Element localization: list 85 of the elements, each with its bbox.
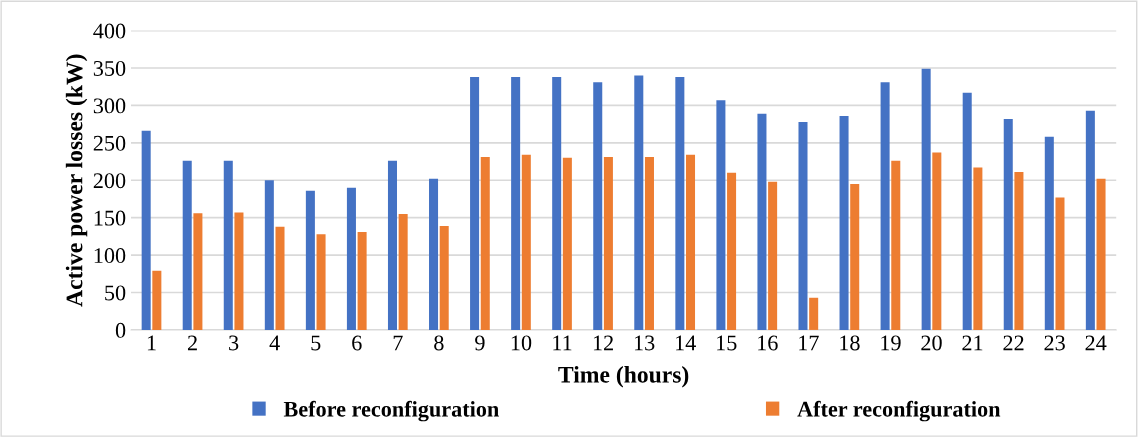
bar: [603, 157, 613, 330]
bar: [1003, 118, 1013, 330]
bar: [316, 234, 326, 330]
bar: [562, 157, 572, 330]
bar: [439, 225, 449, 330]
bar: [480, 157, 490, 330]
bar: [264, 180, 274, 330]
bar: [223, 160, 233, 330]
x-tick-label: 13: [634, 335, 655, 351]
bar: [275, 226, 285, 330]
y-tick-label: 350: [93, 60, 126, 76]
bar: [686, 154, 696, 330]
bar: [193, 213, 203, 330]
bar: [798, 121, 808, 330]
x-tick-label: 17: [799, 335, 819, 351]
x-tick-label: 15: [717, 335, 737, 351]
bar: [141, 130, 151, 330]
y-tick-label: 400: [93, 23, 126, 39]
bar: [1055, 197, 1065, 330]
bar: [387, 160, 397, 330]
bar: [182, 160, 192, 330]
x-tick-label: 20: [921, 335, 942, 351]
x-tick-label: 11: [553, 335, 572, 351]
bar: [1085, 110, 1095, 330]
bar: [429, 178, 439, 330]
x-tick-label: 3: [229, 335, 239, 351]
legend-label: After reconfiguration: [797, 400, 1001, 422]
bar: [398, 213, 408, 330]
y-tick-label: 200: [93, 173, 126, 189]
x-tick-label: 22: [1003, 335, 1024, 351]
x-tick-label: 8: [434, 335, 444, 351]
bar: [850, 184, 860, 330]
bar: [727, 172, 737, 330]
bar: [152, 270, 162, 330]
bar: [1096, 178, 1106, 330]
x-axis-title: Time (hours): [558, 366, 689, 388]
bar: [346, 187, 356, 330]
x-tick-label: 5: [311, 335, 321, 351]
bar: [757, 113, 767, 330]
x-tick-label: 16: [758, 335, 778, 351]
bar: [716, 100, 726, 330]
bar: [470, 76, 480, 330]
y-tick-label: 0: [115, 322, 126, 338]
bar: [521, 154, 531, 330]
y-tick-label: 250: [93, 135, 126, 151]
bar: [305, 190, 315, 330]
bar: [768, 181, 778, 330]
bar: [1014, 172, 1024, 330]
bar: [552, 76, 562, 330]
x-tick-label: 12: [593, 335, 613, 351]
y-tick-label: 150: [94, 210, 126, 226]
bar: [809, 297, 819, 330]
legend-label: Before reconfiguration: [283, 400, 499, 422]
x-tick-label: 19: [881, 335, 901, 351]
x-tick-label: 14: [676, 335, 696, 351]
bar: [921, 68, 931, 330]
x-tick-label: 9: [475, 335, 485, 351]
x-tick-label: 1: [147, 335, 156, 351]
x-tick-label: 6: [352, 335, 362, 351]
bar: [634, 75, 644, 330]
bar: [357, 231, 367, 330]
bar: [880, 82, 890, 330]
x-tick-label: 4: [269, 335, 280, 351]
bar: [973, 167, 983, 330]
x-tick-label: 18: [840, 335, 860, 351]
bar: [511, 76, 521, 330]
x-tick-label: 21: [962, 335, 983, 351]
bar: [891, 160, 901, 330]
y-tick-label: 100: [94, 248, 126, 264]
y-tick-label: 50: [105, 285, 126, 301]
bar: [234, 212, 244, 330]
x-tick-label: 7: [393, 335, 403, 351]
bar: [675, 76, 685, 330]
y-axis-title: Active power losses (kW): [65, 54, 88, 307]
x-tick-label: 10: [511, 335, 532, 351]
bar: [962, 92, 972, 330]
bar: [644, 157, 654, 330]
x-tick-label: 24: [1085, 335, 1107, 351]
bar: [593, 82, 603, 330]
x-tick-label: 23: [1044, 335, 1065, 351]
bar: [839, 115, 849, 330]
bar: [932, 152, 942, 330]
x-tick-label: 2: [187, 335, 197, 351]
bar: [1044, 136, 1054, 330]
y-tick-label: 300: [93, 98, 126, 114]
